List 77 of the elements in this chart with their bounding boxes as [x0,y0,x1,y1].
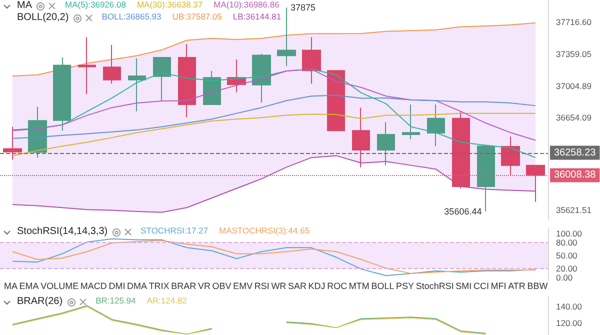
annotation: BOLL(20,2) [17,12,69,24]
line-series [12,94,536,139]
annotation: MA [17,0,32,12]
y-tick-label: 37359.05 [556,48,592,59]
y-tick-label: 50.00 [556,250,578,261]
text: MFI [490,281,506,291]
annotation: BRAR(26) [17,296,63,308]
text: DMA [127,281,148,291]
text: BOLL:36865.93 [102,12,162,22]
candlestick [526,164,545,202]
annotation: StochRSI(14,14,3,3) [17,226,108,238]
text: MACD [80,281,107,291]
candlestick [252,53,271,104]
text: ROC [327,281,348,291]
line-series [12,68,536,141]
text: MA(5):36926.08 [65,0,126,10]
text: LB:36144.81 [232,12,282,22]
candlestick [203,70,221,106]
y-tick-label: 37716.60 [556,16,592,27]
text: MA(30):36638.37 [136,0,203,10]
y-tick-label: 100.00 [556,228,582,239]
text: VOLUME [40,281,79,291]
candlestick [53,57,71,132]
text: ATR [508,281,526,291]
candlestick [377,122,395,166]
text: SAR [288,281,306,291]
text: StochRSI [416,281,454,291]
candlestick [501,136,520,176]
text: PSY [396,281,414,291]
line-series [12,68,536,158]
candlestick [402,104,420,140]
text: EMV [233,281,253,291]
text: VR [198,281,210,291]
candlestick [302,36,321,84]
y-tick-label: 120.00 [556,318,582,328]
y-tick-label: 20.00 [556,264,578,274]
candlestick [178,44,196,118]
series-label: BR:125.94 [96,296,136,306]
text: BRAR [171,281,196,291]
text: OBV [212,281,232,291]
series-label: MASTOCHRSI(3):44.65 [219,226,310,236]
candlestick [327,70,345,132]
y-tick-label: 37004.89 [556,80,592,91]
y-tick-label: 80.00 [556,237,578,248]
text: TRIX [148,281,170,291]
ref-line-label: 36258.23 [554,147,596,158]
annotation: 37875 [290,2,316,13]
text: BBW [527,281,548,291]
candlestick [103,44,121,84]
text: BOLL [371,281,394,291]
text: CCI [473,281,489,291]
text: UB:37587.05 [172,12,222,22]
text: MTM [348,281,370,291]
candlestick [452,110,470,189]
line-series [12,112,536,156]
text: MA [4,281,18,291]
candlestick [78,36,96,95]
y-tick-label: 36654.09 [556,112,592,122]
candlestick [128,58,146,112]
y-tick-label: 140.00 [556,302,582,312]
y-tick-label: 35621.51 [556,204,592,215]
annotation: 35606.44 [444,206,482,216]
series-label: STOCHRSI:17.27 [140,226,208,236]
text: WR [271,281,286,291]
text: MA(10):36986.86 [214,0,280,10]
text: EMA [19,281,39,291]
text: AR:124.82 [146,296,188,306]
text: KDJ [308,281,326,291]
candlestick [153,57,171,102]
text: SMI [456,281,472,291]
text: RSI [254,281,270,291]
ref-line-label: 36008.38 [554,170,596,181]
candlestick [427,104,445,147]
y-tick-label: 0.00 [556,272,573,282]
candlestick [3,126,22,160]
text: DMI [108,281,126,291]
candlestick [352,107,370,168]
